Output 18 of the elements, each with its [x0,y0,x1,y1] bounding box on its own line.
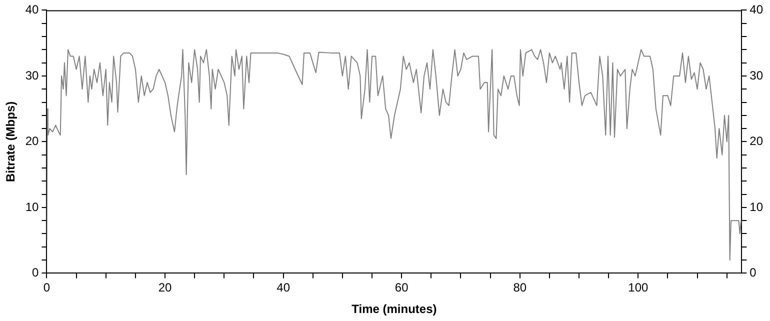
x-tick-label: 60 [394,280,409,295]
x-axis-title: Time (minutes) [352,302,437,316]
x-tick-label: 100 [628,280,648,295]
y2-tick-label: 0 [750,266,757,280]
y-tick-label: 10 [25,200,40,214]
y2-tick-label: 30 [750,68,764,82]
x-tick-label: 20 [158,280,172,295]
x-tick-label: 0 [43,280,50,295]
y2-tick-label: 20 [750,134,764,148]
x-tick-label: 80 [513,280,527,295]
y2-tick-label: 10 [750,200,764,214]
y-tick-label: 40 [25,2,40,17]
y-tick-label: 0 [32,266,40,280]
y-tick-label: 30 [25,68,40,82]
y-axis-title: Bitrate (Mbps) [4,101,18,182]
y-tick-label: 20 [25,134,40,148]
x-tick-label: 40 [276,280,290,295]
y2-tick-label: 40 [750,2,764,17]
